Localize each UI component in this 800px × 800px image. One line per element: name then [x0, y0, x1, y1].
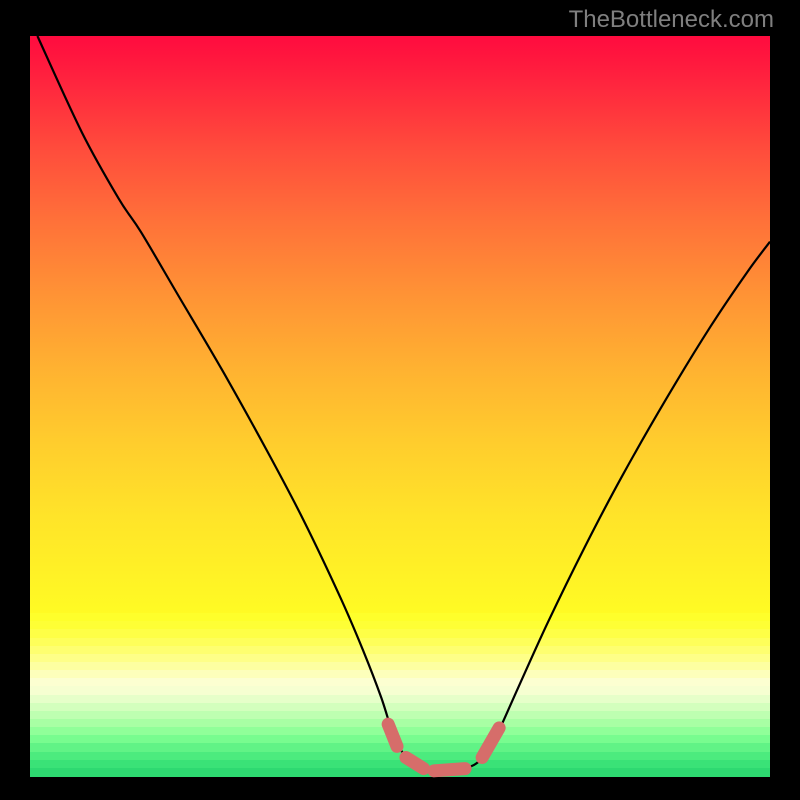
plot-area	[30, 36, 770, 776]
highlight-segment	[388, 724, 397, 746]
highlight-segment	[434, 769, 465, 771]
curve-path	[37, 36, 770, 771]
bottleneck-curve	[30, 36, 770, 776]
watermark-text: TheBottleneck.com	[569, 6, 774, 34]
highlight-segment	[406, 758, 424, 769]
highlight-segment	[482, 728, 499, 758]
